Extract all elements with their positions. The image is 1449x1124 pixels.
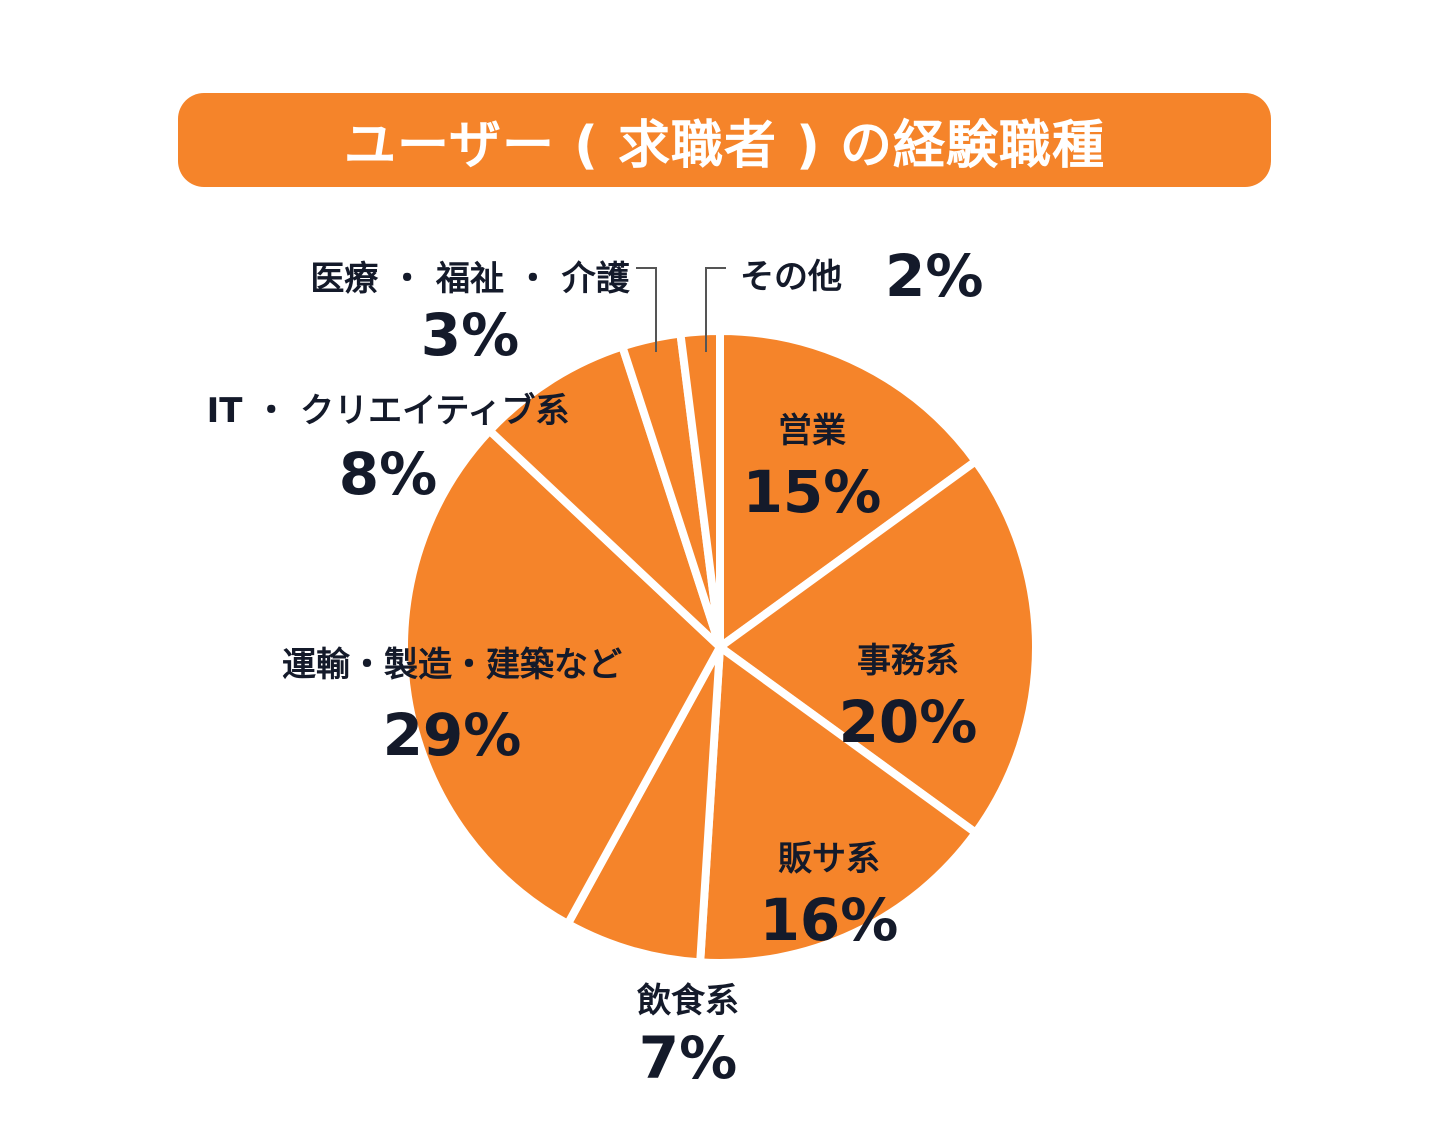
slice-name-label: 飲食系	[637, 981, 739, 1021]
leader-lines	[636, 267, 726, 352]
title-banner: ユーザー ( 求職者 ) の経験職種	[178, 93, 1271, 187]
slice-name-label: 運輸・製造・建築など	[282, 645, 622, 685]
pie-slice-5	[400, 426, 724, 928]
chart-title: ユーザー ( 求職者 ) の経験職種	[344, 115, 1105, 176]
slice-percent-label: 2%	[885, 242, 983, 310]
slice-name-label: 販サ系	[778, 839, 880, 879]
slice-percent-label: 15%	[743, 458, 882, 526]
slice-percent-label: 3%	[421, 301, 519, 369]
leader-line-8	[705, 267, 726, 352]
slice-name-label: IT ・ クリエイティブ系	[207, 391, 570, 431]
pie-slice-1	[716, 327, 980, 651]
slice-name-label: 営業	[778, 411, 846, 451]
slice-percent-label: 7%	[639, 1024, 737, 1092]
slice-percent-label: 8%	[339, 440, 437, 508]
pie-slice-2	[716, 457, 1040, 837]
slice-name-label: 医療 ・ 福祉 ・ 介護	[310, 259, 630, 299]
pie-slice-6	[485, 342, 724, 651]
pie-slice-3	[696, 643, 980, 967]
slice-percent-label: 29%	[383, 701, 522, 769]
slice-percent-label: 16%	[760, 886, 899, 954]
slice-percent-label: 20%	[839, 688, 978, 756]
pie-slice-8	[676, 327, 724, 651]
leader-line-7	[636, 267, 657, 352]
slice-name-label: その他	[740, 257, 842, 297]
pie-slices	[400, 327, 1040, 967]
pie-slice-4	[563, 643, 724, 967]
slice-name-label: 事務系	[857, 641, 959, 681]
